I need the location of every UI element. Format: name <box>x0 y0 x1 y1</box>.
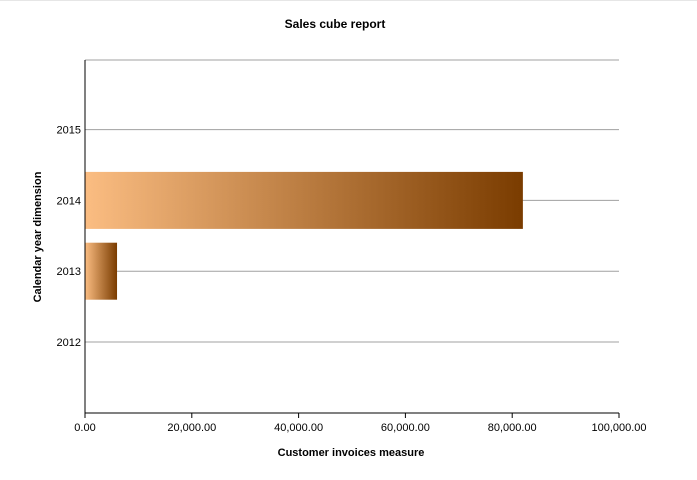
bar-2014 <box>85 171 523 229</box>
x-axis-title: Customer invoices measure <box>278 447 425 459</box>
y-tick-label: 2015 <box>57 125 81 137</box>
y-axis-title: Calendar year dimension <box>32 171 44 302</box>
x-tick-label: 0.00 <box>74 422 95 434</box>
x-tick-label: 80,000.00 <box>488 422 537 434</box>
y-tick-label: 2013 <box>57 266 81 278</box>
x-tick-label: 100,000.00 <box>591 422 646 434</box>
bar-2013 <box>85 242 118 300</box>
y-tick-labels: 2012 2013 2014 2015 <box>57 125 81 349</box>
x-ticks: 0.00 20,000.00 40,000.00 60,000.00 80,000.00… <box>74 413 647 434</box>
y-tick-label: 2012 <box>57 337 81 349</box>
top-border <box>0 0 697 1</box>
chart-title: Sales cube report <box>285 17 386 31</box>
x-tick-label: 20,000.00 <box>167 422 216 434</box>
x-tick-label: 40,000.00 <box>274 422 323 434</box>
bars <box>85 171 523 300</box>
x-tick-label: 60,000.00 <box>381 422 430 434</box>
y-tick-label: 2014 <box>57 195 81 207</box>
